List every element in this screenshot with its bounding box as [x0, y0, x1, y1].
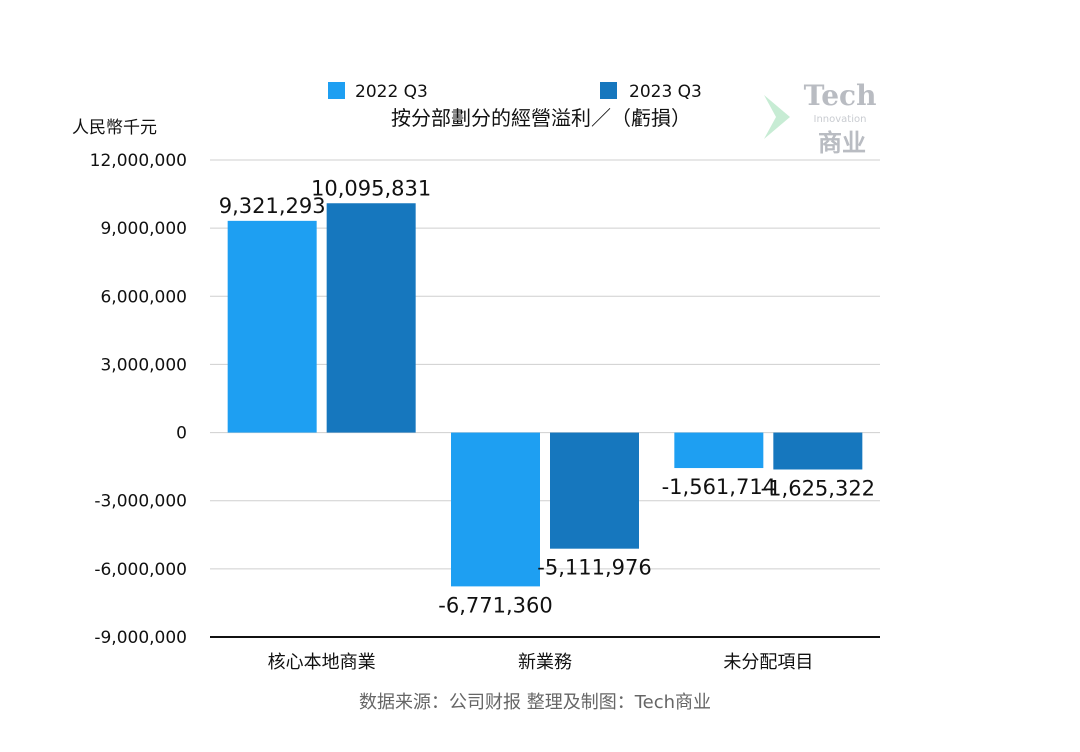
bar-2022-2 — [674, 432, 764, 469]
data-label: -6,771,360 — [438, 593, 552, 617]
legend: 2022 Q3 2023 Q3 — [328, 82, 702, 102]
x-category-label: 新業務 — [518, 652, 572, 673]
chart-title: 按分部劃分的經營溢利／（虧損） — [391, 106, 691, 130]
legend-swatch-2022 — [328, 82, 345, 99]
bars — [227, 203, 863, 587]
y-tick-label: -6,000,000 — [94, 560, 187, 580]
y-tick-label: 12,000,000 — [90, 151, 187, 171]
y-tick-label: -9,000,000 — [94, 628, 187, 648]
y-tick-label: 3,000,000 — [100, 355, 187, 375]
bar-2022-0 — [227, 220, 317, 433]
legend-label-2023: 2023 Q3 — [629, 82, 702, 102]
bar-2023-1 — [550, 432, 639, 549]
y-axis-unit-label: 人民幣千元 — [72, 118, 157, 138]
legend-label-2022: 2022 Q3 — [355, 82, 428, 102]
y-tick-label: -3,000,000 — [94, 492, 187, 512]
legend-swatch-2023 — [600, 82, 617, 99]
gridlines — [210, 159, 880, 570]
watermark-text-innovation: Innovation — [814, 114, 867, 125]
axes: 12,000,000 9,000,000 6,000,000 3,000,000 0 -3… — [90, 151, 880, 673]
y-tick-label: 6,000,000 — [100, 287, 187, 307]
bar-2023-0 — [326, 203, 416, 433]
data-label: 10,095,831 — [311, 176, 431, 200]
y-tick-label: 9,000,000 — [100, 219, 187, 239]
watermark-text-tech: Tech — [804, 79, 877, 112]
bar-2023-2 — [773, 432, 863, 470]
watermark-text-shangye: 商业 — [818, 128, 866, 157]
y-tick-label: 0 — [176, 424, 187, 444]
watermark-arrow-icon — [764, 95, 790, 139]
bar-2022-1 — [451, 432, 540, 587]
watermark-logo: Tech Innovation 商业 — [764, 79, 876, 157]
x-category-label: 未分配項目 — [723, 652, 813, 673]
data-label: -1,561,714 — [662, 475, 776, 499]
data-label: -1,625,322 — [761, 476, 875, 500]
x-category-label: 核心本地商業 — [268, 652, 376, 673]
source-note: 数据来源：公司财报 整理及制图：Tech商业 — [359, 692, 711, 713]
data-label: -5,111,976 — [537, 556, 651, 580]
data-label: 9,321,293 — [219, 194, 326, 218]
